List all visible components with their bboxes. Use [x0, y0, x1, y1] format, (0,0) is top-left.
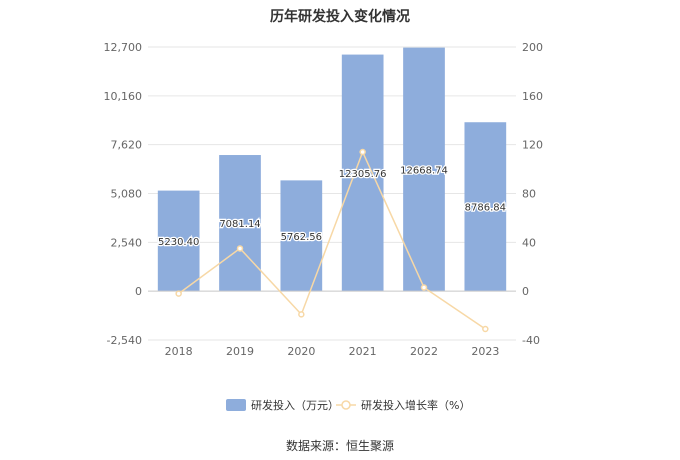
bar — [403, 47, 445, 292]
growth-rate-point — [482, 325, 489, 333]
y-left-tick-label: 12,700 — [104, 41, 143, 54]
y-left-tick-label: 5,080 — [111, 188, 143, 201]
x-tick-label: 2020 — [287, 345, 315, 358]
bar-value-label: 12668.74 — [400, 165, 448, 176]
bar-value-label: 7081.14 — [219, 219, 260, 230]
y-right-tick-label: 0 — [522, 285, 529, 298]
bar — [341, 54, 384, 292]
legend-bar-label: 研发投入（万元） — [251, 398, 339, 412]
y-left-tick-label: -2,540 — [107, 334, 142, 347]
growth-rate-point — [359, 148, 366, 156]
growth-rate-point — [236, 245, 244, 252]
growth-rate-line — [178, 150, 486, 330]
bar — [157, 190, 200, 292]
y-left-tick-label: 0 — [135, 285, 142, 298]
x-tick-label: 2022 — [410, 345, 438, 358]
bar — [280, 180, 323, 292]
data-source: 数据来源：恒生聚源 — [285, 439, 394, 453]
legend-bar-swatch — [226, 399, 246, 411]
bar-value-label: 5230.40 — [158, 237, 199, 248]
bar-value-label: 12305.76 — [339, 169, 387, 180]
x-tick-label: 2019 — [226, 345, 254, 358]
y-right-tick-label: 160 — [522, 90, 543, 103]
chart-title: 历年研发投入变化情况 — [270, 9, 410, 25]
y-right-tick-label: 80 — [522, 188, 536, 201]
bar-value-label: 5762.56 — [281, 232, 322, 243]
x-tick-label: 2023 — [471, 345, 499, 358]
y-left-tick-label: 10,160 — [104, 90, 143, 103]
bar — [219, 155, 261, 292]
growth-rate-point — [298, 311, 305, 318]
legend-line-label: 研发投入增长率（%） — [361, 398, 470, 412]
growth-rate-point — [420, 284, 428, 291]
bar-value-label: 8786.84 — [465, 203, 506, 214]
x-tick-label: 2018 — [165, 345, 193, 358]
x-tick-label: 2021 — [349, 345, 377, 358]
growth-rate-point — [175, 290, 182, 297]
y-right-tick-label: -40 — [522, 334, 540, 347]
y-left-tick-label: 2,540 — [111, 236, 143, 249]
legend-line-marker — [341, 400, 351, 410]
y-right-tick-label: 200 — [522, 41, 543, 54]
y-right-tick-label: 40 — [522, 236, 536, 249]
y-right-tick-label: 120 — [522, 139, 543, 152]
bar — [464, 122, 507, 292]
y-left-tick-label: 7,620 — [111, 139, 143, 152]
